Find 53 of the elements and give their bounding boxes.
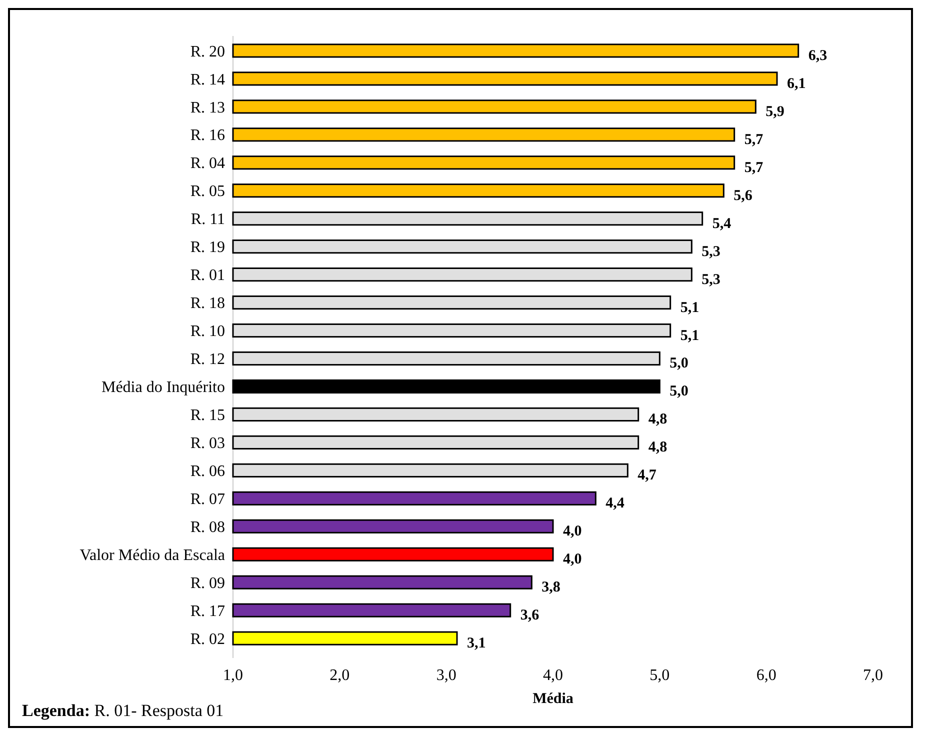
y-tick-label: R. 05 <box>190 183 225 200</box>
y-tick-label: R. 03 <box>190 435 225 452</box>
data-label: 3,6 <box>520 608 540 624</box>
data-label: 5,0 <box>670 384 688 400</box>
y-tick-label: R. 13 <box>190 99 225 116</box>
data-label: 5,9 <box>766 104 784 120</box>
y-tick-label: R. 09 <box>190 574 225 592</box>
data-label: 5,1 <box>680 300 700 316</box>
y-tick-label: R. 19 <box>190 239 225 256</box>
data-label: 4,0 <box>563 552 582 568</box>
y-tick-label: R. 08 <box>190 518 225 536</box>
y-tick-label: R. 16 <box>190 127 225 144</box>
data-label: 6,3 <box>808 48 828 64</box>
x-tick-label: 6,0 <box>756 667 776 684</box>
data-label: 3,1 <box>467 636 486 652</box>
x-tick-label: 4,0 <box>543 667 563 684</box>
data-label: 4,0 <box>563 524 582 540</box>
data-label: 4,4 <box>606 496 625 512</box>
x-tick-label: 5,0 <box>650 667 670 684</box>
data-label: 4,7 <box>638 468 657 484</box>
x-tick-label: 3,0 <box>436 667 456 684</box>
data-label: 5,0 <box>670 356 688 372</box>
data-label: 3,8 <box>542 580 560 596</box>
data-label: 5,3 <box>702 244 720 260</box>
data-label: 4,8 <box>648 412 668 428</box>
x-tick-label: 1,0 <box>223 667 243 684</box>
y-tick-label: R. 15 <box>190 407 225 424</box>
data-label: 5,1 <box>680 328 700 344</box>
y-tick-label: R. 12 <box>190 351 225 368</box>
text: Legenda: R. 01- Resposta 01 <box>22 701 224 720</box>
data-label: 5,3 <box>702 272 720 288</box>
y-tick-label: R. 10 <box>190 323 225 340</box>
x-tick-label: 7,0 <box>863 667 883 684</box>
y-tick-label: R. 02 <box>190 630 225 648</box>
data-label: 4,8 <box>648 440 668 456</box>
data-label: 5,6 <box>734 188 753 204</box>
y-tick-label: R. 06 <box>190 463 225 480</box>
x-axis-title: Média <box>532 691 574 707</box>
data-label: 5,4 <box>712 216 732 232</box>
data-label: 5,7 <box>744 160 764 176</box>
data-label: 6,1 <box>787 76 806 92</box>
y-tick-label: R. 07 <box>190 491 225 508</box>
data-label: 5,7 <box>744 132 764 148</box>
y-tick-label: R. 17 <box>190 602 225 620</box>
y-tick-label: R. 04 <box>190 155 225 172</box>
y-tick-label: R. 11 <box>190 211 225 228</box>
y-tick-label: R. 20 <box>190 43 225 60</box>
y-tick-label: Média do Inquérito <box>101 379 225 396</box>
x-tick-label: 2,0 <box>330 667 350 684</box>
y-tick-label: Valor Médio da Escala <box>80 546 225 564</box>
y-tick-label: R. 01 <box>190 267 225 284</box>
y-tick-label: R. 14 <box>190 71 225 88</box>
y-tick-label: R. 18 <box>190 295 225 312</box>
